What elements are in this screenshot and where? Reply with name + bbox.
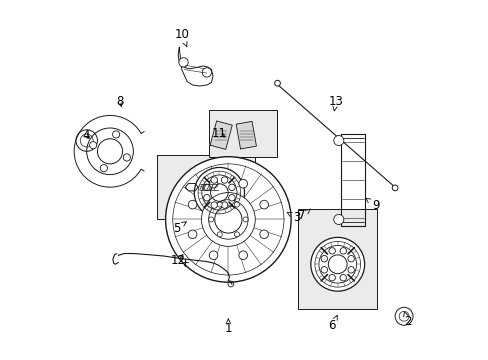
Circle shape	[209, 251, 217, 260]
Circle shape	[321, 256, 327, 262]
Bar	[156, 155, 255, 220]
Circle shape	[333, 135, 343, 145]
Circle shape	[209, 179, 217, 188]
Circle shape	[339, 274, 346, 281]
Circle shape	[239, 251, 247, 260]
Circle shape	[321, 267, 327, 273]
Circle shape	[221, 202, 227, 208]
Circle shape	[112, 131, 120, 138]
Text: 6: 6	[328, 315, 337, 332]
Circle shape	[203, 194, 210, 201]
Text: 8: 8	[116, 95, 123, 108]
Polygon shape	[236, 121, 256, 149]
Text: 4: 4	[82, 129, 90, 142]
Circle shape	[234, 232, 239, 237]
Circle shape	[328, 274, 335, 281]
Circle shape	[217, 232, 222, 237]
Circle shape	[228, 194, 235, 201]
Circle shape	[391, 185, 397, 191]
Circle shape	[165, 157, 290, 282]
Circle shape	[210, 177, 217, 183]
Circle shape	[239, 179, 247, 188]
Circle shape	[123, 154, 130, 161]
Circle shape	[188, 230, 197, 239]
Circle shape	[234, 202, 239, 207]
Circle shape	[274, 80, 280, 86]
Text: 5: 5	[172, 222, 186, 235]
Polygon shape	[210, 121, 232, 149]
Circle shape	[339, 248, 346, 254]
Circle shape	[203, 184, 210, 190]
Circle shape	[100, 165, 107, 172]
Bar	[208, 110, 276, 157]
Text: 2: 2	[403, 312, 410, 328]
Circle shape	[179, 58, 188, 67]
Circle shape	[228, 184, 235, 190]
Circle shape	[333, 215, 343, 225]
Circle shape	[221, 177, 227, 183]
Circle shape	[259, 200, 268, 209]
Bar	[298, 209, 376, 309]
Text: 7: 7	[298, 209, 310, 222]
Circle shape	[328, 248, 335, 254]
Circle shape	[89, 141, 97, 149]
Text: 10: 10	[174, 28, 189, 47]
Text: 12: 12	[170, 254, 185, 267]
Circle shape	[194, 167, 244, 218]
Circle shape	[243, 217, 247, 222]
Circle shape	[202, 68, 211, 77]
Text: 11: 11	[211, 127, 226, 140]
Circle shape	[210, 202, 217, 208]
Text: 3: 3	[286, 211, 300, 224]
Polygon shape	[178, 47, 212, 86]
Text: 13: 13	[328, 95, 343, 111]
Circle shape	[347, 267, 354, 273]
Circle shape	[208, 217, 213, 222]
Circle shape	[310, 237, 364, 291]
Text: 9: 9	[365, 198, 379, 212]
Circle shape	[201, 193, 255, 246]
Circle shape	[217, 202, 222, 207]
Text: 1: 1	[224, 319, 232, 335]
Circle shape	[188, 200, 197, 209]
Circle shape	[347, 256, 354, 262]
Circle shape	[259, 230, 268, 239]
